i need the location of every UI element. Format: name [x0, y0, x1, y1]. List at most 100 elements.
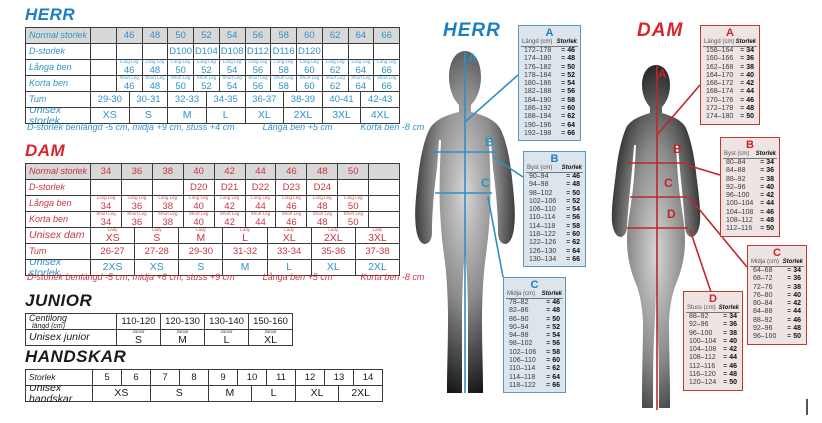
cell-value: 60	[304, 80, 315, 91]
table-row: Storlek 5 6 7 8 9 10 11 12 13 14	[26, 370, 382, 385]
cell-value: XS	[149, 261, 164, 274]
measure-size: = 50	[760, 225, 774, 233]
table-cell: Short Leg 56	[244, 76, 271, 91]
measure-range: 94–98	[529, 181, 549, 189]
cell-value: D100	[169, 45, 192, 57]
cell-value: 150-160	[253, 315, 288, 327]
row-label: Långa ben	[29, 62, 72, 72]
cell-value: 30-31	[136, 93, 161, 105]
size-value: 62	[572, 239, 580, 247]
table-cell: 44	[244, 164, 276, 179]
figures-overlay	[415, 51, 748, 410]
tiny-label: Short Leg	[127, 212, 147, 216]
size-value: 40	[766, 183, 774, 191]
size-value: 66	[567, 129, 575, 137]
table-cell: 35-36	[310, 244, 355, 259]
cell-value: 54	[226, 29, 238, 41]
cell-value: XS	[105, 232, 120, 243]
measure-row: 168–174 = 44	[703, 88, 757, 96]
size-value: 60	[567, 105, 575, 113]
table-cell: 36	[120, 164, 152, 179]
size-value: 46	[766, 208, 774, 216]
measure-range: 118–122	[509, 381, 536, 389]
measure-size: = 60	[561, 105, 575, 113]
measure-table-header: Byst (cm) Storlek	[526, 165, 583, 173]
table-row: Normal storlek 46 48 50 52 54 56 58 60 62 64 66	[26, 28, 399, 43]
measure-range: 86–90	[509, 315, 529, 323]
measure-size: = 62	[546, 365, 560, 373]
cell-value: 34	[100, 165, 112, 177]
measure-range: 78–82	[509, 299, 529, 306]
table-cell: Short Leg 46	[275, 212, 306, 227]
table-cell: Lady XS	[90, 228, 134, 243]
table-cell: 34	[90, 164, 121, 179]
cell-value: 56	[252, 64, 264, 75]
size-value: 66	[552, 381, 560, 389]
size-value: 52	[572, 197, 580, 205]
cell-value: 34-35	[213, 93, 238, 105]
measure-size: = 38	[740, 63, 754, 71]
measure-row: 158–164 = 34	[703, 47, 757, 55]
size-value: 36	[766, 167, 774, 175]
table-cell: Lady 3XL	[354, 228, 399, 243]
cell-value: 13	[333, 371, 345, 383]
tiny-label: Long Leg	[222, 60, 242, 64]
size-value: 48	[766, 217, 774, 225]
tiny-label: Long Leg	[171, 60, 191, 64]
measure-size: = 40	[723, 337, 737, 345]
cell-value: 46	[123, 80, 135, 91]
measure-row: 180–186 = 54	[521, 80, 578, 88]
measure-row: 192–198 = 66	[521, 130, 578, 138]
measure-range: 100–104	[726, 200, 754, 208]
table-row: Tum 26-27 27-28 29-30 31-32 33-34 35-36 37-38	[26, 243, 399, 259]
cell-value: 40	[193, 165, 204, 177]
row-label: Tum	[29, 94, 47, 104]
measure-range: 64–68	[753, 267, 773, 274]
cell-value: 58	[278, 80, 289, 91]
measure-size: = 50	[723, 379, 737, 387]
measure-row: 82–86 = 48	[506, 307, 563, 315]
measure-table-header: Stuss (cm) Storlek	[686, 305, 740, 313]
size-value: 38	[766, 175, 774, 183]
table-cell: Short Leg 54	[218, 76, 245, 91]
measure-column-label: Midja (cm)	[751, 259, 779, 265]
tiny-label: Long Leg	[96, 196, 116, 200]
measure-size: = 64	[566, 247, 580, 255]
measure-range: 88–92	[689, 313, 709, 320]
measure-row: 174–180 = 50	[703, 113, 757, 121]
cell-value: 3XL	[332, 109, 351, 122]
measure-table-body: 172–178 = 46 174–180 = 48 176–182 = 50 178–184…	[521, 47, 578, 138]
measure-range: 88–92	[726, 175, 746, 183]
cell-value: M	[225, 387, 235, 400]
measure-size: = 50	[561, 63, 575, 71]
tiny-label: Short Leg	[248, 76, 268, 80]
measure-row: 98–102 = 50	[526, 190, 583, 198]
table-cell: Short Leg 50	[167, 76, 193, 91]
cell-value: S	[153, 232, 161, 243]
table-cell: Short Leg 46	[115, 76, 142, 91]
cell-value: 34	[100, 200, 112, 211]
cell-value: M	[240, 261, 250, 274]
measure-size: = 46	[787, 316, 801, 324]
measure-table-herr-b: B Byst (cm) Storlek 90–94 = 46 94–98 = 48 98–10…	[523, 151, 586, 268]
measure-row: 130–134 = 66	[526, 256, 583, 264]
table-cell: 37-38	[354, 244, 399, 259]
cell-value: D108	[220, 45, 244, 57]
measure-size: = 48	[546, 307, 560, 315]
measure-size: = 64	[546, 373, 560, 381]
cell-value: L	[242, 232, 248, 243]
measure-table-header: Byst (cm) Storlek	[723, 151, 777, 159]
measure-row: 68–72 = 36	[750, 275, 804, 283]
cell-value: 50	[175, 80, 186, 91]
table-cell: 12	[295, 370, 324, 385]
cell-value: 40	[193, 200, 204, 211]
cell-value: L	[286, 261, 293, 274]
cell-value: 36	[131, 165, 143, 177]
measure-size: = 50	[787, 333, 801, 341]
cell-value: XL	[264, 334, 277, 345]
measure-row: 96–100 = 50	[750, 333, 804, 341]
measure-size: = 66	[566, 255, 580, 263]
cell-value: 5	[104, 371, 110, 383]
measure-row: 174–180 = 48	[521, 55, 578, 63]
table-cell	[90, 44, 116, 59]
